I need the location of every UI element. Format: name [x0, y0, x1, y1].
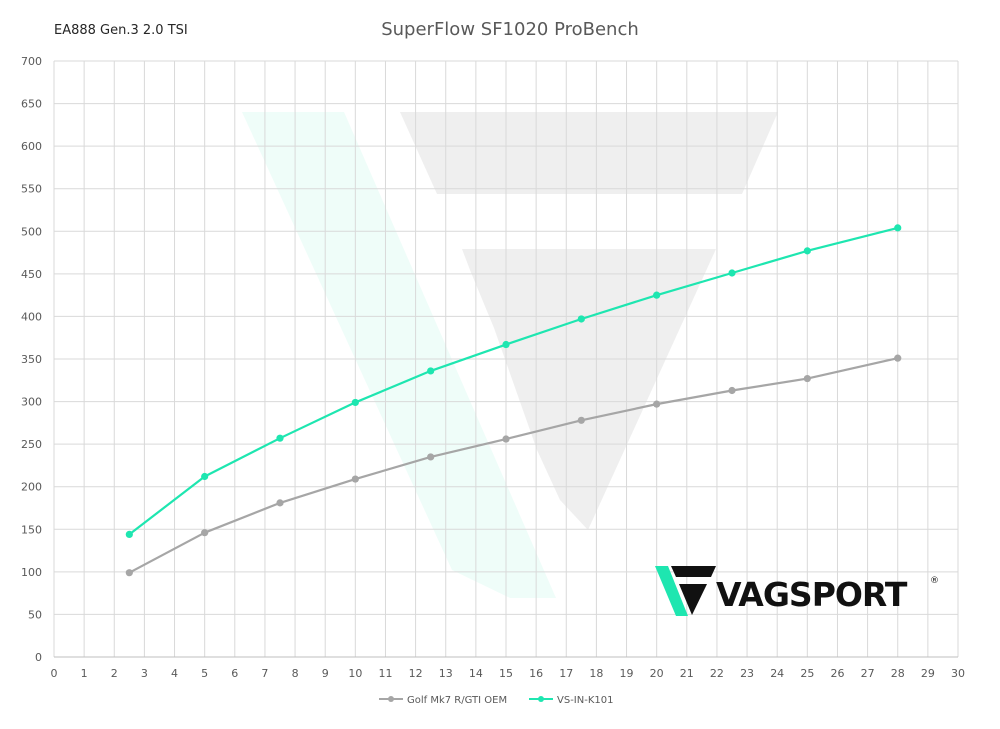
data-point: [894, 224, 902, 232]
x-tick-label: 1: [81, 667, 88, 680]
x-tick-label: 30: [951, 667, 965, 680]
x-tick-label: 11: [378, 667, 392, 680]
data-point: [502, 340, 510, 349]
vagsport-logo: VAGSPORT ®: [655, 566, 939, 616]
x-tick-label: 21: [680, 667, 694, 680]
data-point: [201, 529, 209, 537]
x-tick-label: 26: [830, 667, 844, 680]
data-point: [653, 291, 661, 299]
x-tick-label: 15: [499, 667, 513, 680]
y-tick-label: 0: [35, 651, 42, 664]
x-tick-label: 0: [51, 667, 58, 680]
x-tick-label: 23: [740, 667, 754, 680]
x-axis-tick-labels: 0 1 2 3 4 5 6 7 8 9 10 11 12 13 14 15 16 17 18 19 20 21 22 23 24…: [51, 667, 966, 680]
series-2: [125, 224, 902, 538]
data-point: [125, 530, 133, 538]
x-tick-label: 17: [559, 667, 573, 680]
x-tick-label: 5: [201, 667, 208, 680]
y-tick-label: 650: [21, 98, 42, 111]
x-tick-label: 27: [861, 667, 875, 680]
x-tick-label: 22: [710, 667, 724, 680]
x-tick-label: 13: [439, 667, 453, 680]
y-tick-label: 350: [21, 353, 42, 366]
logo-brand-text: VAGSPORT: [716, 575, 908, 614]
logo-mark-black-bottom: [679, 584, 707, 615]
data-point: [276, 434, 284, 442]
data-point: [427, 453, 435, 461]
data-point: [577, 416, 585, 424]
data-point: [803, 247, 811, 255]
x-tick-label: 24: [770, 667, 784, 680]
y-tick-label: 550: [21, 183, 42, 196]
logo-mark-teal: [655, 566, 688, 616]
data-point: [351, 398, 359, 407]
data-point: [276, 499, 284, 507]
x-tick-label: 6: [231, 667, 238, 680]
watermark-stroke-teal: [242, 112, 556, 598]
legend: Golf Mk7 R/GTI OEM VS-IN-K101: [379, 695, 613, 706]
y-tick-label: 700: [21, 55, 42, 68]
x-tick-label: 29: [921, 667, 935, 680]
data-point: [653, 400, 661, 408]
x-tick-label: 16: [529, 667, 543, 680]
watermark-logo: [242, 112, 778, 598]
legend-marker-series-1: [388, 696, 394, 702]
data-point: [894, 354, 902, 362]
data-point: [728, 269, 736, 277]
data-point: [577, 315, 585, 323]
data-point: [351, 475, 359, 483]
engine-label: EA888 Gen.3 2.0 TSI: [54, 23, 188, 38]
data-point: [427, 367, 435, 375]
x-tick-label: 10: [348, 667, 362, 680]
y-tick-label: 250: [21, 438, 42, 451]
y-tick-label: 150: [21, 523, 42, 536]
y-tick-label: 100: [21, 566, 42, 579]
y-tick-label: 50: [28, 608, 42, 621]
x-tick-label: 7: [261, 667, 268, 680]
data-point: [125, 569, 133, 577]
y-axis-tick-labels: 0 50 100 150 200 250 300 350 400 450 500 550 600 650 7…: [21, 55, 42, 664]
logo-mark-black-top: [671, 566, 716, 577]
legend-label-series-1: Golf Mk7 R/GTI OEM: [407, 695, 507, 706]
chart-title: SuperFlow SF1020 ProBench: [381, 19, 639, 40]
x-tick-label: 28: [891, 667, 905, 680]
y-tick-label: 200: [21, 481, 42, 494]
watermark-bar-bottom: [462, 249, 716, 530]
y-tick-label: 600: [21, 140, 42, 153]
x-tick-label: 19: [620, 667, 634, 680]
legend-label-series-2: VS-IN-K101: [557, 695, 613, 706]
x-tick-label: 8: [292, 667, 299, 680]
x-tick-label: 9: [322, 667, 329, 680]
x-tick-label: 14: [469, 667, 483, 680]
x-tick-label: 18: [589, 667, 603, 680]
y-tick-label: 300: [21, 396, 42, 409]
legend-marker-series-2: [538, 696, 544, 702]
x-tick-label: 4: [171, 667, 178, 680]
y-tick-label: 400: [21, 310, 42, 323]
data-point: [201, 472, 209, 481]
series-layer: [125, 224, 902, 577]
watermark-bar-top: [400, 112, 778, 194]
x-tick-label: 25: [800, 667, 814, 680]
data-point: [803, 374, 811, 383]
x-tick-label: 20: [650, 667, 664, 680]
y-tick-label: 450: [21, 268, 42, 281]
grid: [53, 60, 959, 658]
data-point: [728, 386, 736, 395]
y-tick-label: 500: [21, 225, 42, 238]
series-1: [125, 354, 902, 577]
logo-registered-mark: ®: [930, 576, 939, 586]
data-point: [502, 435, 510, 443]
x-tick-label: 2: [111, 667, 118, 680]
x-tick-label: 12: [409, 667, 423, 680]
x-tick-label: 3: [141, 667, 148, 680]
